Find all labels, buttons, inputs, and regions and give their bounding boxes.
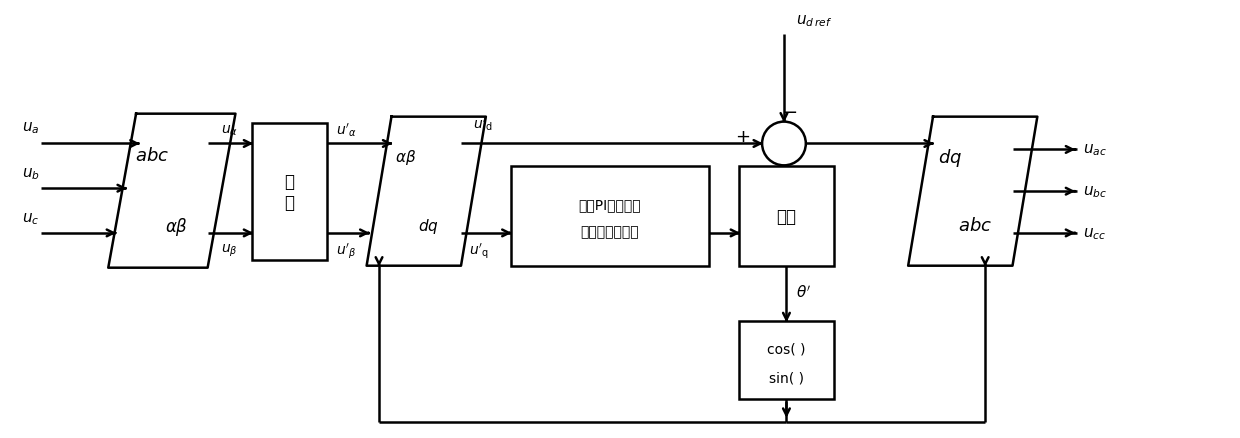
Polygon shape <box>908 117 1038 266</box>
Text: $u_{cc}$: $u_{cc}$ <box>1083 226 1106 241</box>
Text: $u'_\alpha$: $u'_\alpha$ <box>336 121 357 139</box>
Text: 积分: 积分 <box>776 208 796 226</box>
Text: $u_\alpha$: $u_\alpha$ <box>221 123 238 138</box>
Text: 基于PI控制和重: 基于PI控制和重 <box>579 198 641 212</box>
Text: $u_{bc}$: $u_{bc}$ <box>1083 184 1107 200</box>
Text: $-$: $-$ <box>782 102 797 120</box>
Text: $u'_{\rm d}$: $u'_{\rm d}$ <box>472 116 492 133</box>
Text: $u_b$: $u_b$ <box>22 166 40 182</box>
Text: cos( ): cos( ) <box>768 342 806 356</box>
Text: $\theta'$: $\theta'$ <box>796 283 812 300</box>
Text: $u'_\beta$: $u'_\beta$ <box>336 240 357 260</box>
Bar <box>511 167 709 266</box>
Text: $u_a$: $u_a$ <box>22 120 40 136</box>
Text: $\alpha\beta$: $\alpha\beta$ <box>165 215 188 237</box>
Bar <box>253 124 327 260</box>
Text: $u_\beta$: $u_\beta$ <box>221 242 238 258</box>
Text: $\alpha\beta$: $\alpha\beta$ <box>394 148 417 167</box>
Text: $u'_{\rm q}$: $u'_{\rm q}$ <box>469 240 489 260</box>
Text: $abc$: $abc$ <box>135 147 169 165</box>
Bar <box>739 167 833 266</box>
Text: $u_{ac}$: $u_{ac}$ <box>1083 142 1107 158</box>
Text: $dq$: $dq$ <box>937 147 962 169</box>
Text: sin( ): sin( ) <box>769 370 804 384</box>
Text: $abc$: $abc$ <box>957 217 992 235</box>
Text: 复控制的锁相环: 复控制的锁相环 <box>580 224 640 238</box>
Polygon shape <box>108 114 236 268</box>
Circle shape <box>763 122 806 166</box>
Text: $u_c$: $u_c$ <box>22 211 40 226</box>
Text: 归
化: 归 化 <box>285 173 295 211</box>
Text: $u_{d\,ref}$: $u_{d\,ref}$ <box>796 14 832 29</box>
Text: $+$: $+$ <box>734 127 750 145</box>
Polygon shape <box>367 117 486 266</box>
Bar <box>739 321 833 399</box>
Text: $dq$: $dq$ <box>418 216 439 235</box>
